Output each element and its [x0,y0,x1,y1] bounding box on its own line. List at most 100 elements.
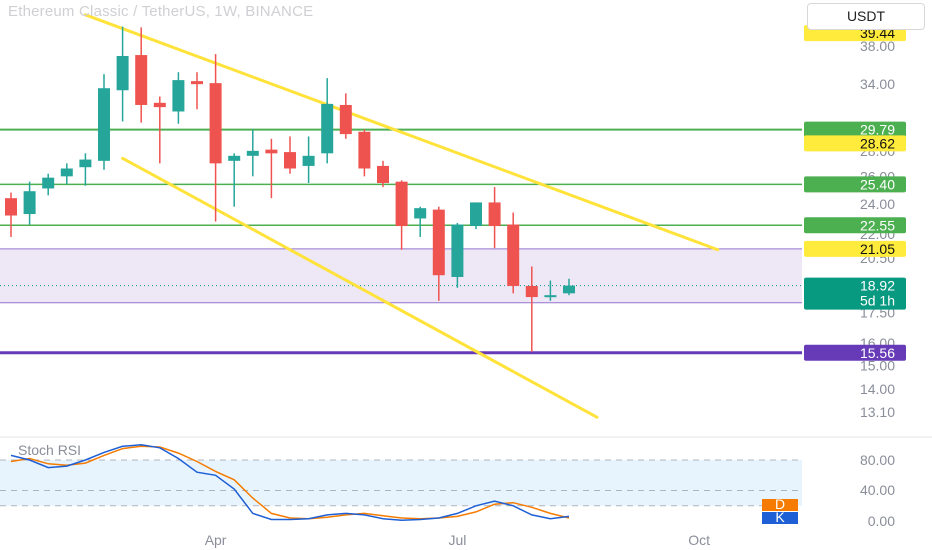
candle-24 [451,222,464,288]
price-zone [0,248,802,303]
candle-body [470,202,482,227]
candle-27 [507,212,520,294]
level-tag-label-15.56: 15.56 [860,345,895,361]
candle-0 [5,192,17,237]
candle-26 [488,187,501,249]
candle-body [284,152,296,169]
legend-k-label: K [775,509,785,525]
candle-body [246,150,259,156]
legend-d [762,499,798,511]
channel-upper-line [83,13,720,252]
candle-body [135,55,148,105]
candle-2 [42,173,55,196]
candle-6 [116,26,129,122]
candle-body [414,208,427,219]
candle-17 [321,78,334,164]
level-tag-28.62 [804,135,906,152]
level-tag-label-25.40: 25.40 [860,176,895,192]
candle-body [451,224,464,277]
legend-d-label: D [775,496,785,512]
candle-body [432,209,445,276]
current-price-tag [804,277,906,310]
candle-14 [265,138,278,199]
candle-30 [563,278,575,296]
candle-body [153,102,166,108]
price-tags-layer: 39.4429.7928.6225.4022.5521.0515.5618.92… [804,25,906,361]
candle-1 [23,181,36,225]
candle-body [98,88,110,161]
candle-body [228,155,241,161]
candle-16 [302,136,315,184]
price-tick-label: 15.00 [860,357,895,373]
candle-22 [414,206,427,237]
price-tick-label: 34.00 [860,76,895,92]
level-tag-label-29.79: 29.79 [860,122,895,138]
candle-body [116,55,129,91]
candle-body [5,198,17,216]
time-label-oct: Oct [688,532,710,548]
candle-body [339,104,352,135]
candle-body [377,165,389,184]
stoch-d-line [10,445,570,520]
price-tick-label: 38.00 [860,38,895,54]
candle-7 [135,27,148,123]
candle-8 [153,96,166,164]
level-tag-21.05 [804,240,906,257]
candle-body [358,131,371,169]
candle-5 [98,74,110,170]
candle-body [265,149,278,154]
candle-body [60,168,73,177]
price-zone-layer [0,248,802,304]
candle-body [544,295,557,298]
candle-28 [525,266,538,352]
candle-15 [284,136,296,174]
candle-12 [228,153,241,207]
candle-body [525,285,538,298]
candle-21 [395,180,408,250]
candle-9 [172,72,185,124]
level-tag-15.56 [804,344,906,361]
level-tag-25.40 [804,176,906,193]
candle-body [563,285,575,294]
candle-13 [246,129,259,177]
candle-19 [358,129,371,177]
currency-button[interactable]: USDT [807,3,925,30]
candle-body [23,191,36,215]
legend-k [762,512,798,524]
stoch-scale-label: 0.00 [868,513,895,529]
candle-23 [432,206,445,301]
countdown-label: 5d 1h [860,293,895,309]
candle-body [302,155,315,166]
price-tick-label: 13.10 [860,404,895,420]
candle-body [191,81,203,85]
candle-18 [339,93,352,139]
level-tag-29.79 [804,121,906,138]
stoch-k-line [10,444,570,521]
time-axis[interactable]: Apr Jul Oct [205,532,710,548]
stoch-rsi-pane: Stoch RSI 80.00 40.00 0.00 DK [0,436,932,529]
price-tick-label: 24.00 [860,196,895,212]
stoch-scale-label: 40.00 [860,482,895,498]
stoch-rsi-label: Stoch RSI [18,442,81,458]
candles-layer [5,26,575,352]
candle-body [172,80,185,112]
candle-body [488,202,501,227]
candle-25 [470,202,482,230]
price-tick-label: 14.00 [860,381,895,397]
time-label-jul: Jul [448,532,466,548]
candle-body [209,83,222,164]
candle-body [321,103,334,154]
level-tag-22.55 [804,217,906,234]
stoch-band [0,460,802,506]
candle-11 [209,54,222,222]
time-label-apr: Apr [205,532,227,548]
candle-29 [544,280,557,301]
candle-3 [60,163,73,185]
candle-body [42,177,55,189]
candle-body [507,224,520,286]
stoch-scale-label: 80.00 [860,452,895,468]
level-tag-label-21.05: 21.05 [860,241,895,257]
candle-body [395,181,408,227]
current-price-label: 18.92 [860,278,895,294]
